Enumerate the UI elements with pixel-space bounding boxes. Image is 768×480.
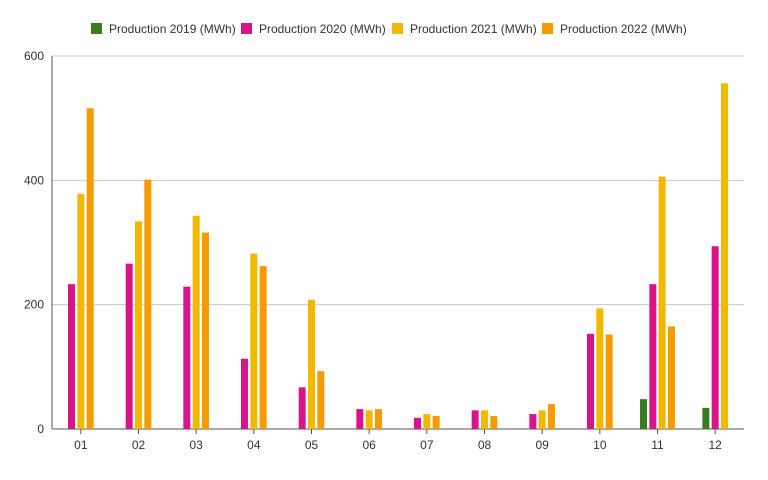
x-tick-label: 03	[189, 438, 203, 452]
bar	[86, 108, 94, 429]
bar	[432, 415, 440, 429]
bar	[414, 417, 422, 429]
legend-item[interactable]: Production 2020 (MWh)	[241, 22, 386, 36]
x-tick-label: 10	[593, 438, 607, 452]
bar	[374, 409, 382, 429]
bar	[298, 387, 306, 429]
bar	[317, 371, 325, 429]
x-tick-label: 01	[74, 438, 88, 452]
legend-item[interactable]: Production 2021 (MWh)	[392, 22, 537, 36]
bar	[658, 176, 666, 429]
bar	[711, 246, 719, 429]
bar	[547, 404, 555, 429]
bar	[183, 286, 191, 429]
legend: Production 2019 (MWh) Production 2020 (MW…	[91, 22, 687, 36]
x-tick-label: 07	[420, 438, 434, 452]
x-tick-label: 11	[651, 438, 664, 452]
legend-label: Production 2020 (MWh)	[259, 22, 386, 36]
legend-item[interactable]: Production 2022 (MWh)	[542, 22, 687, 36]
bar	[144, 179, 152, 429]
legend-swatch	[542, 23, 553, 34]
bar	[77, 194, 85, 429]
bar	[529, 414, 537, 429]
bar	[241, 358, 249, 429]
bars	[68, 83, 728, 429]
y-tick-label: 400	[24, 173, 44, 187]
bar	[125, 263, 133, 429]
bar	[605, 334, 613, 429]
bar	[259, 266, 267, 429]
bar	[538, 410, 546, 429]
legend-label: Production 2022 (MWh)	[560, 22, 687, 36]
legend-item[interactable]: Production 2019 (MWh)	[91, 22, 236, 36]
bar	[587, 333, 595, 429]
bar	[192, 215, 200, 429]
bar	[640, 399, 648, 429]
x-tick-label: 09	[535, 438, 549, 452]
bar	[596, 308, 604, 429]
x-tick-label: 02	[132, 438, 146, 452]
bar	[720, 83, 728, 429]
bar	[250, 253, 258, 429]
bar	[365, 410, 373, 429]
legend-swatch	[241, 23, 252, 34]
legend-swatch	[91, 23, 102, 34]
bar	[471, 410, 479, 429]
bar	[423, 414, 431, 429]
x-tick-label: 08	[478, 438, 492, 452]
bar	[201, 232, 209, 429]
legend-label: Production 2019 (MWh)	[109, 22, 236, 36]
y-axis: 0 200 400 600	[24, 49, 53, 436]
legend-label: Production 2021 (MWh)	[410, 22, 537, 36]
bar	[356, 409, 364, 429]
y-tick-label: 600	[24, 49, 44, 63]
x-axis: 01 02 03 04 05 06 07 08 09 10 11 12	[74, 429, 722, 452]
x-tick-label: 04	[247, 438, 261, 452]
x-tick-label: 06	[362, 438, 376, 452]
bar	[68, 284, 76, 429]
bar	[649, 284, 657, 429]
legend-swatch	[392, 23, 403, 34]
bar	[702, 407, 710, 429]
y-tick-label: 200	[24, 298, 44, 312]
bar	[490, 415, 498, 429]
bar	[667, 326, 675, 429]
x-tick-label: 05	[305, 438, 319, 452]
bar	[135, 221, 142, 429]
bar	[481, 410, 488, 429]
bar	[308, 299, 315, 429]
grid-lines	[52, 55, 744, 430]
y-tick-label: 0	[37, 422, 44, 436]
x-tick-label: 12	[708, 438, 722, 452]
